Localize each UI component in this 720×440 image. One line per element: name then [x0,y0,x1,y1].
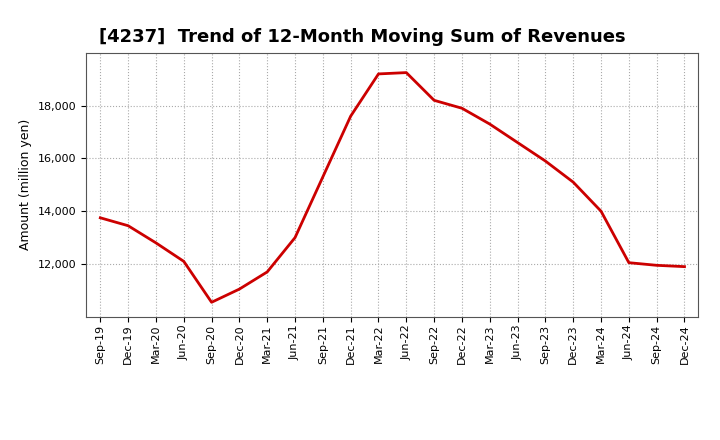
Text: [4237]  Trend of 12-Month Moving Sum of Revenues: [4237] Trend of 12-Month Moving Sum of R… [99,28,625,46]
Y-axis label: Amount (million yen): Amount (million yen) [19,119,32,250]
